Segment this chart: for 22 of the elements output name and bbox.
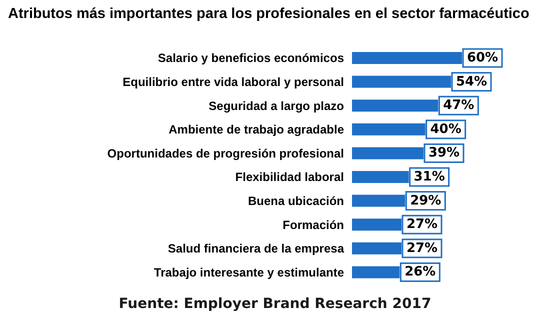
data-label: 29% — [410, 193, 442, 208]
source-note: Fuente: Employer Brand Research 2017 — [118, 296, 432, 312]
y-tick-label: Salud financiera de la empresa — [168, 242, 344, 256]
data-label: 31% — [414, 170, 445, 184]
y-tick-label: Salario y beneficios económicos — [158, 51, 344, 66]
data-label: 39% — [428, 146, 460, 161]
data-label: 54% — [456, 74, 488, 90]
y-tick-label: Trabajo interesante y estimulante — [154, 265, 344, 280]
data-label: 27% — [406, 240, 438, 256]
y-tick-label: Equilibrio entre vida laboral y personal — [122, 74, 344, 89]
y-tick-label: Oportunidades de progresión profesional — [107, 146, 344, 160]
data-label: 27% — [406, 217, 438, 232]
y-tick-label: Seguridad a largo plazo — [208, 98, 344, 113]
data-label: 26% — [404, 264, 436, 280]
y-tick-label: Formación — [282, 218, 344, 232]
data-label: 60% — [466, 50, 498, 66]
y-tick-label: Buena ubicación — [248, 194, 344, 208]
y-tick-label: Flexibilidad laboral — [235, 170, 344, 184]
data-label: 40% — [430, 122, 462, 137]
data-label: 47% — [443, 98, 474, 114]
y-tick-label: Ambiente de trabajo agradable — [168, 122, 344, 137]
chart-title: Atributos más importantes para los profesionales en el sector farmacéutico — [8, 6, 530, 22]
